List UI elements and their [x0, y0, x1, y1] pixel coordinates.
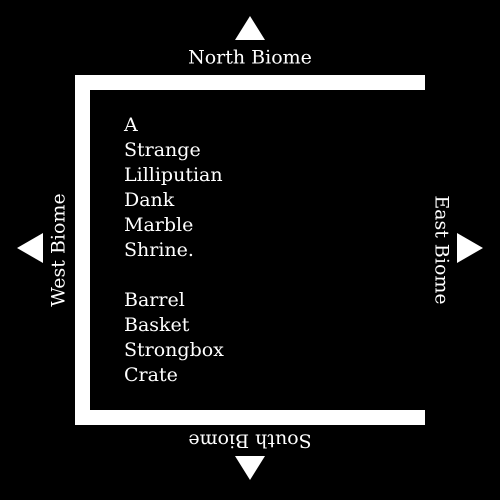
room-item-barrel[interactable]: Barrel — [124, 289, 185, 311]
room-description-line: Strange — [124, 139, 201, 161]
north-arrow-icon[interactable] — [235, 16, 265, 40]
room-panel: A Strange Lilliputian Dank Marble Shrine… — [124, 113, 224, 388]
west-arrow-icon[interactable] — [17, 233, 43, 263]
room-text-spacer — [124, 263, 224, 288]
room-wall-bottom — [75, 410, 425, 425]
south-biome-label[interactable]: South Biome — [188, 429, 312, 452]
west-biome-label[interactable]: West Biome — [47, 193, 70, 307]
room-description-line: Lilliputian — [124, 164, 223, 186]
room-wall-left — [75, 75, 90, 425]
room-description-line: Shrine. — [124, 239, 194, 261]
north-biome-label[interactable]: North Biome — [188, 46, 312, 69]
room-item-basket[interactable]: Basket — [124, 314, 190, 336]
room-wall-top — [75, 75, 425, 90]
room-description-line: Dank — [124, 189, 175, 211]
room-description-line: A — [124, 114, 138, 136]
room-description-line: Marble — [124, 214, 194, 236]
east-arrow-icon[interactable] — [457, 233, 483, 263]
room-item-strongbox[interactable]: Strongbox — [124, 339, 224, 361]
east-biome-label[interactable]: East Biome — [430, 195, 453, 305]
room-item-crate[interactable]: Crate — [124, 364, 178, 386]
south-arrow-icon[interactable] — [235, 456, 265, 480]
